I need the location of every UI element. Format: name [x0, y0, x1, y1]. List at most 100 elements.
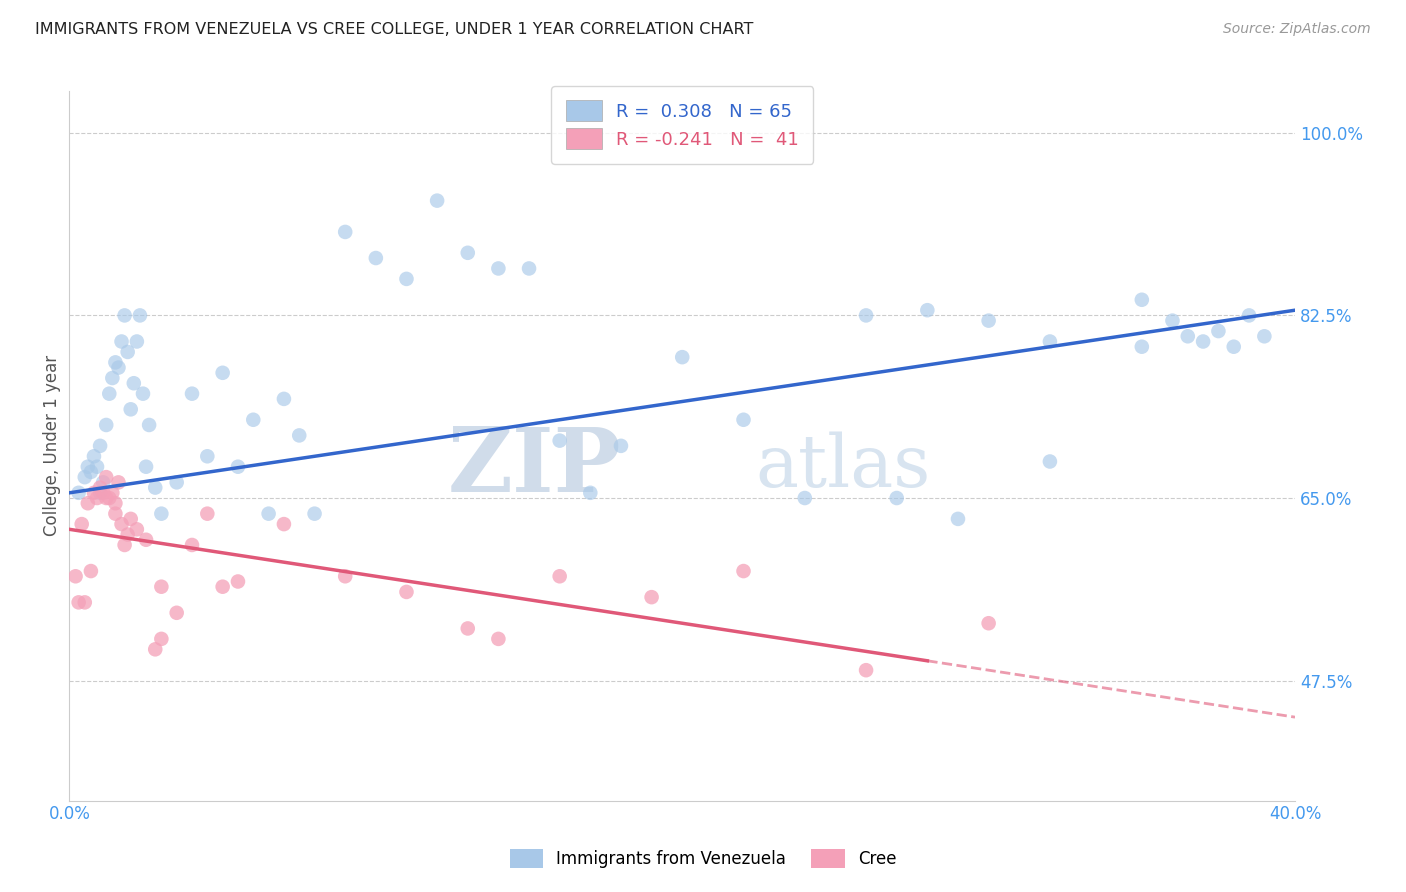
Point	[181, 386, 204, 401]
Point	[76, 496, 98, 510]
Point	[107, 475, 129, 490]
Point	[1039, 454, 1062, 468]
Text: Source: ZipAtlas.com: Source: ZipAtlas.com	[1223, 22, 1371, 37]
Point	[150, 507, 173, 521]
Point	[143, 481, 166, 495]
Point	[242, 413, 264, 427]
Point	[96, 491, 118, 505]
Point	[181, 538, 204, 552]
Point	[86, 459, 108, 474]
Point	[110, 334, 132, 349]
Point	[226, 574, 249, 589]
Point	[977, 616, 1000, 631]
Point	[138, 417, 160, 432]
Point	[65, 569, 87, 583]
Point	[364, 251, 387, 265]
Point	[1161, 313, 1184, 327]
Point	[1208, 324, 1230, 338]
Point	[1253, 329, 1275, 343]
Point	[226, 459, 249, 474]
Legend: Immigrants from Venezuela, Cree: Immigrants from Venezuela, Cree	[503, 842, 903, 875]
Point	[91, 475, 114, 490]
Point	[135, 459, 157, 474]
Point	[395, 272, 418, 286]
Point	[122, 376, 145, 391]
Point	[114, 309, 136, 323]
Point	[89, 485, 111, 500]
Point	[104, 355, 127, 369]
Point	[83, 485, 105, 500]
Point	[129, 309, 152, 323]
Point	[1177, 329, 1199, 343]
Point	[1039, 334, 1062, 349]
Point	[855, 663, 877, 677]
Point	[335, 569, 357, 583]
Point	[211, 580, 233, 594]
Point	[107, 360, 129, 375]
Point	[977, 313, 1000, 327]
Point	[886, 491, 908, 505]
Point	[114, 538, 136, 552]
Y-axis label: College, Under 1 year: College, Under 1 year	[44, 355, 60, 536]
Point	[855, 309, 877, 323]
Point	[125, 522, 148, 536]
Text: IMMIGRANTS FROM VENEZUELA VS CREE COLLEGE, UNDER 1 YEAR CORRELATION CHART: IMMIGRANTS FROM VENEZUELA VS CREE COLLEG…	[35, 22, 754, 37]
Point	[101, 485, 124, 500]
Point	[1192, 334, 1215, 349]
Point	[73, 595, 96, 609]
Point	[671, 350, 693, 364]
Point	[117, 345, 139, 359]
Point	[135, 533, 157, 547]
Point	[486, 261, 509, 276]
Point	[1130, 293, 1153, 307]
Point	[98, 491, 121, 505]
Point	[1237, 309, 1260, 323]
Point	[150, 580, 173, 594]
Point	[80, 465, 103, 479]
Point	[166, 475, 188, 490]
Point	[486, 632, 509, 646]
Point	[150, 632, 173, 646]
Point	[548, 569, 571, 583]
Point	[917, 303, 939, 318]
Point	[304, 507, 326, 521]
Point	[166, 606, 188, 620]
Point	[457, 245, 479, 260]
Point	[120, 402, 142, 417]
Point	[96, 470, 118, 484]
Point	[143, 642, 166, 657]
Point	[946, 512, 969, 526]
Point	[117, 527, 139, 541]
Point	[1130, 340, 1153, 354]
Point	[101, 371, 124, 385]
Point	[733, 413, 755, 427]
Point	[98, 386, 121, 401]
Point	[426, 194, 449, 208]
Point	[104, 507, 127, 521]
Point	[80, 564, 103, 578]
Point	[1222, 340, 1244, 354]
Point	[67, 485, 90, 500]
Point	[67, 595, 90, 609]
Point	[335, 225, 357, 239]
Point	[104, 496, 127, 510]
Point	[273, 392, 295, 406]
Point	[793, 491, 815, 505]
Point	[273, 517, 295, 532]
Legend: R =  0.308   N = 65, R = -0.241   N =  41: R = 0.308 N = 65, R = -0.241 N = 41	[551, 86, 813, 164]
Point	[110, 517, 132, 532]
Point	[89, 481, 111, 495]
Point	[257, 507, 280, 521]
Point	[517, 261, 540, 276]
Point	[211, 366, 233, 380]
Point	[89, 439, 111, 453]
Point	[548, 434, 571, 448]
Text: ZIP: ZIP	[447, 424, 621, 510]
Point	[73, 470, 96, 484]
Text: atlas: atlas	[756, 432, 931, 502]
Point	[195, 507, 218, 521]
Point	[579, 485, 602, 500]
Point	[457, 622, 479, 636]
Point	[733, 564, 755, 578]
Point	[125, 334, 148, 349]
